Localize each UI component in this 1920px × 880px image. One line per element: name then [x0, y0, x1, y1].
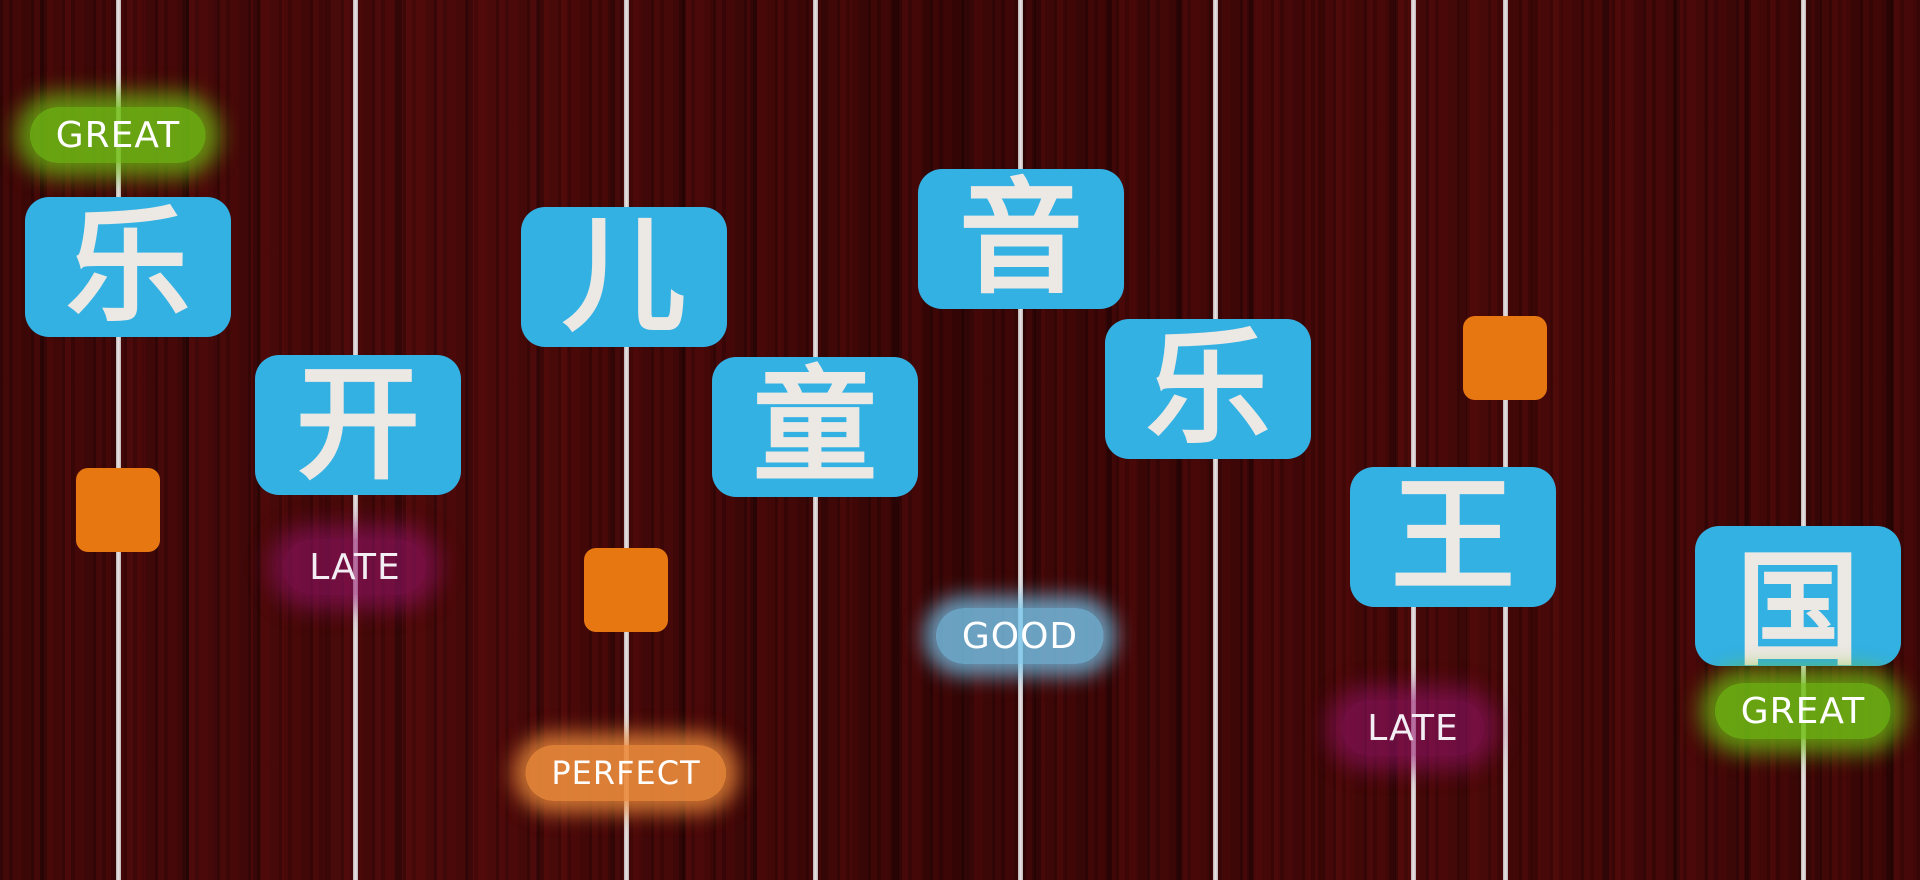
- string-8: [1502, 0, 1508, 880]
- note-tile[interactable]: 音: [918, 169, 1124, 309]
- note-tile[interactable]: 儿: [521, 207, 727, 347]
- judgement-perfect: PERFECT: [525, 745, 727, 801]
- judgement-great: GREAT: [29, 107, 207, 163]
- note-tile[interactable]: 国: [1695, 526, 1901, 666]
- judgement-late: LATE: [283, 539, 427, 595]
- note-char: 童: [752, 357, 877, 497]
- note-char: 乐: [65, 197, 190, 337]
- string-1: [115, 0, 121, 880]
- string-5: [1017, 0, 1023, 880]
- judgement-good: GOOD: [935, 608, 1105, 664]
- note-char: 国: [1735, 539, 1860, 666]
- judgement-great: GREAT: [1714, 683, 1892, 739]
- note-char: 音: [958, 169, 1083, 309]
- note-tile[interactable]: 童: [712, 357, 918, 497]
- note-char: 儿: [561, 207, 686, 347]
- note-tile[interactable]: 乐: [25, 197, 231, 337]
- string-3: [623, 0, 629, 880]
- string-7: [1410, 0, 1416, 880]
- orange-note-square[interactable]: [584, 548, 668, 632]
- note-char: 乐: [1145, 319, 1270, 459]
- judgement-late: LATE: [1341, 700, 1485, 756]
- orange-note-square[interactable]: [1463, 316, 1547, 400]
- string-9: [1800, 0, 1806, 880]
- note-char: 开: [295, 355, 420, 495]
- note-char: 王: [1390, 467, 1515, 607]
- note-tile[interactable]: 王: [1350, 467, 1556, 607]
- note-tile[interactable]: 乐: [1105, 319, 1311, 459]
- note-tile[interactable]: 开: [255, 355, 461, 495]
- orange-note-square[interactable]: [76, 468, 160, 552]
